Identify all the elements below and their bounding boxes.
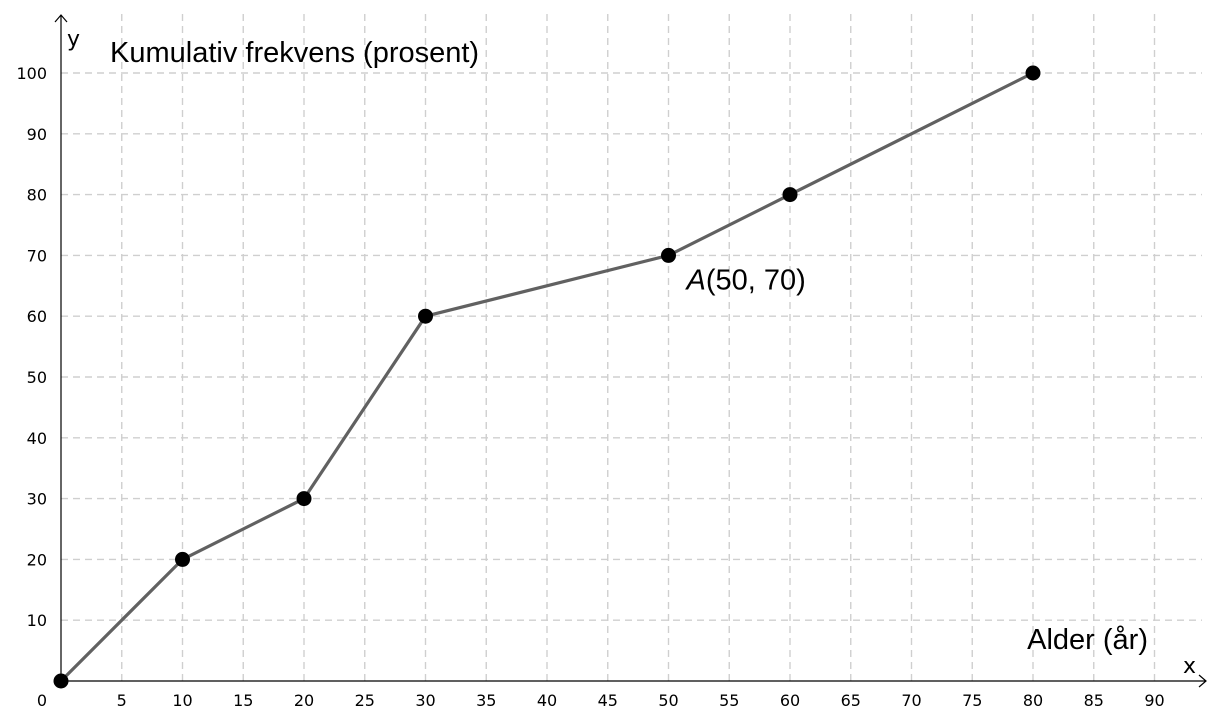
point-annotation-name: A [685,264,706,296]
point-annotation: A(50, 70) [685,264,806,296]
x-tick-label: 35 [476,691,496,707]
x-tick-label: 50 [658,691,678,707]
x-tick-label: 55 [719,691,739,707]
x-tick-label: 80 [1023,691,1043,707]
y-axis-arrow-icon [54,14,68,23]
x-tick-label: 90 [1144,691,1164,707]
x-tick-label: 5 [117,691,127,707]
x-axis-arrow-icon [1198,674,1207,688]
x-axis-name: x [1183,654,1196,679]
y-tick-label: 10 [27,611,47,630]
data-point [1025,65,1041,81]
x-tick-label: 60 [780,691,800,707]
y-tick-label: 80 [27,186,47,205]
grid [61,14,1202,681]
annotations: A(50, 70) [685,264,806,296]
x-tick-label: 10 [172,691,192,707]
y-tick-label: 40 [27,429,47,448]
axes [54,14,1207,688]
data-point [782,187,798,203]
x-tick-label: 70 [901,691,921,707]
y-tick-label: 100 [16,64,47,83]
x-tick-label: 30 [415,691,435,707]
y-axis-name: y [67,27,80,52]
series [53,65,1041,689]
x-axis-label: Alder (år) [1027,624,1148,656]
data-point [175,551,190,567]
x-tick-label: 20 [294,691,314,707]
x-tick-label: 65 [841,691,861,707]
data-point [661,247,676,263]
point-annotation-coords: (50, 70) [706,264,806,296]
y-tick-label: 20 [27,550,47,569]
x-tick-label: 40 [537,691,557,707]
data-point [418,308,433,324]
x-tick-label: 25 [355,691,375,707]
x-tick-label: 75 [962,691,982,707]
x-tick-label: 15 [233,691,253,707]
y-tick-label: 70 [27,246,47,265]
tick-labels: 5 10 15 20 25 30 35 40 45 50 55 60 65 70 75 80 85 90 10 20 3… [16,64,1164,707]
x-tick-label: 45 [598,691,618,707]
y-tick-label: 30 [27,490,47,509]
y-axis-label: Kumulativ frekvens (prosent) [110,37,479,69]
x-tick-label: 85 [1084,691,1104,707]
origin-tick-label: 0 [37,691,47,707]
y-tick-label: 50 [27,368,47,387]
y-tick-label: 90 [27,125,47,144]
data-point [296,491,312,507]
data-point [53,673,69,689]
y-tick-label: 60 [27,307,47,326]
